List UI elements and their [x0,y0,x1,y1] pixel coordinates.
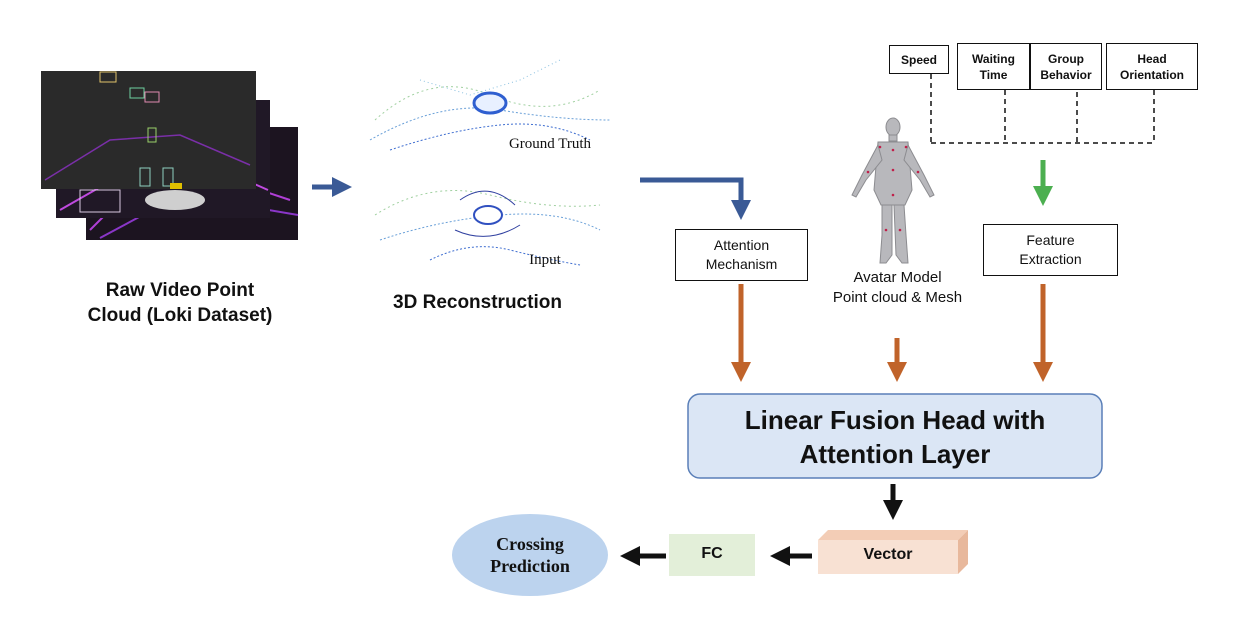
attention-line1: Attention [713,237,770,253]
avatar-figure-image [851,117,935,264]
ground-truth-pointcloud-image [369,59,611,151]
feature-extraction-box: Feature Extraction [983,224,1118,276]
group-line2: Behavior [1040,67,1092,82]
fusion-line1: Linear Fusion Head with [744,405,1046,435]
feature-connector-lines [930,74,1155,144]
raw-video-label-line1: Raw Video Point [105,280,255,301]
fc-label: FC [701,545,723,562]
waiting-line2: Time [979,67,1008,82]
feature-group-behavior-box: Group Behavior [1030,43,1102,90]
vector-box-shape [818,530,968,574]
raw-video-frames-image [41,71,299,240]
head-line2: Orientation [1119,67,1184,82]
crossing-prediction-label: Crossing Prediction [452,533,608,577]
feature-waiting-time-box: Waiting Time [957,43,1030,90]
waiting-line1: Waiting [972,51,1015,66]
vector-label: Vector [863,546,913,563]
raw-video-label-line2: Cloud (Loki Dataset) [87,305,273,326]
raw-video-label: Raw Video Point Cloud (Loki Dataset) [40,278,320,328]
crossing-ellipse-shape [452,514,608,596]
fc-box-shape [669,534,755,576]
ground-truth-label: Ground Truth [508,136,592,152]
attention-line2: Mechanism [705,256,778,272]
avatar-label-line1: Avatar Model [853,269,942,286]
fusion-box-shape [687,393,1103,479]
crossing-line2: Prediction [490,556,570,576]
attention-mechanism-box: Attention Mechanism [675,229,808,281]
head-line1: Head [1137,51,1167,66]
group-line1: Group [1047,51,1084,66]
extraction-line1: Feature [1026,232,1075,248]
extraction-line2: Extraction [1019,251,1082,267]
fusion-line2: Attention Layer [799,439,991,469]
avatar-label: Avatar Model Point cloud & Mesh [805,268,990,308]
arrow-recon-to-attention [640,177,751,220]
crossing-line1: Crossing [496,534,564,554]
avatar-label-line2: Point cloud & Mesh [832,289,963,306]
feature-head-orientation-box: Head Orientation [1106,43,1198,90]
recon-title: 3D Reconstruction [393,292,562,313]
fusion-head-label: Linear Fusion Head with Attention Layer [688,403,1102,471]
feature-speed-box: Speed [889,45,949,74]
input-pointcloud-image [374,190,601,266]
input-label: Input [529,252,561,268]
